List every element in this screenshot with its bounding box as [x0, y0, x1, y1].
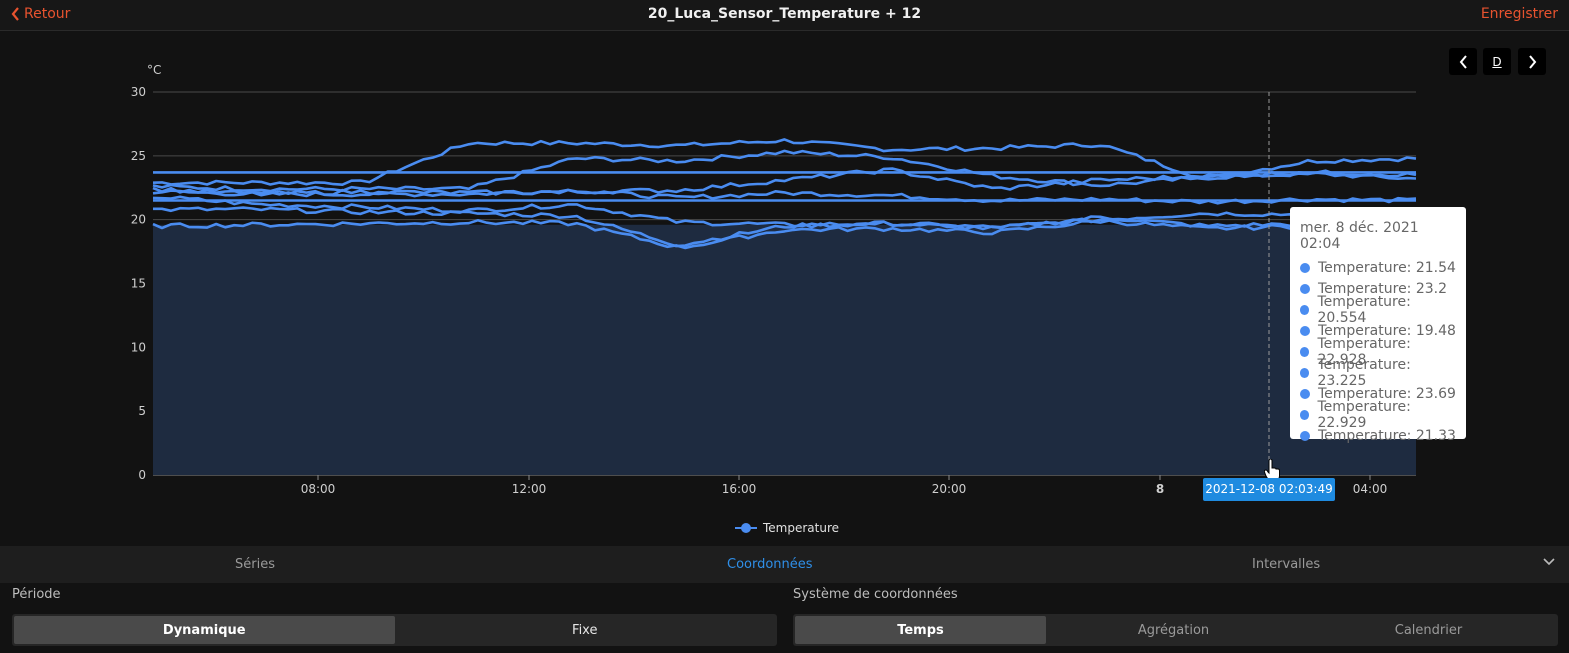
tooltip-value: Temperature: 19.48 [1318, 322, 1456, 339]
tooltip-value: Temperature: 22.928 [1317, 335, 1411, 368]
y-axis-unit: °C [147, 63, 161, 77]
tooltip-value: Temperature: 20.554 [1317, 293, 1411, 326]
y-tick-label: 15 [131, 277, 146, 291]
tooltip-value: Temperature: 23.2 [1318, 280, 1448, 297]
tooltip-row: Temperature: 20.554 [1300, 294, 1456, 326]
coord-option-calendrier[interactable]: Calendrier [1394, 622, 1463, 638]
tab-intervals[interactable]: Intervalles [1252, 557, 1321, 572]
series-line[interactable] [153, 206, 1417, 248]
tooltip-value: Temperature: 23.69 [1318, 385, 1456, 402]
coord-option-temps[interactable]: Temps [795, 616, 1046, 644]
back-button[interactable]: Retour [11, 6, 70, 22]
period-label: Période [12, 587, 61, 602]
legend-marker-icon [735, 523, 757, 533]
series-dot-icon [1300, 346, 1310, 357]
tooltip-value: Temperature: 21.54 [1318, 259, 1456, 276]
series-line[interactable] [152, 167, 1417, 197]
tooltip-row: Temperature: 21.54 [1300, 257, 1456, 278]
cursor-time-label: 2021-12-08 02:03:49 [1203, 478, 1335, 501]
tooltip-row: Temperature: 23.69 [1300, 383, 1456, 404]
tooltip-value: Temperature: 23.225 [1317, 356, 1411, 389]
period-option-dynamique[interactable]: Dynamique [14, 616, 395, 644]
series-dot-icon [1300, 325, 1310, 336]
tooltip-row: Temperature: 23.225 [1300, 357, 1456, 389]
series-line[interactable] [152, 219, 1417, 250]
chevron-left-icon [1459, 54, 1467, 69]
coord-system-segmented-control: Temps Agrégation Calendrier [793, 614, 1558, 646]
tooltip-value: Temperature: 22.929 [1317, 398, 1411, 431]
chart-tooltip: mer. 8 déc. 2021 02:04 Temperature: 21.5… [1290, 207, 1466, 444]
series-dot-icon [1300, 304, 1310, 315]
period-segmented-control: Dynamique Fixe [12, 614, 777, 646]
settings-tabs: Séries Coordonnées Intervalles [0, 546, 1569, 583]
period-option-fixe[interactable]: Fixe [572, 622, 598, 638]
series-dot-icon [1300, 409, 1310, 420]
chart-legend[interactable]: Temperature [735, 521, 839, 535]
legend-label: Temperature [763, 521, 840, 535]
series-dot-icon [1300, 388, 1310, 399]
tooltip-row: Temperature: 23.2 [1300, 278, 1456, 299]
y-tick-label: 0 [138, 468, 146, 482]
x-tick-label: 16:00 [722, 482, 757, 496]
coord-option-agregation[interactable]: Agrégation [1137, 622, 1210, 638]
series-dot-icon [1300, 367, 1310, 378]
x-tick-label: 8 [1156, 482, 1164, 496]
x-tick-label: 08:00 [301, 482, 336, 496]
tooltip-row: Temperature: 22.929 [1300, 399, 1456, 431]
previous-period-button[interactable] [1449, 48, 1477, 75]
tooltip-value: Temperature: 21.33 [1318, 427, 1456, 444]
top-bar: Retour 20_Luca_Sensor_Temperature + 12 E… [0, 0, 1569, 31]
series-dot-icon [1300, 283, 1310, 294]
chevron-left-icon [11, 7, 19, 21]
tooltip-row: Temperature: 22.928 [1300, 336, 1456, 368]
y-tick-label: 20 [131, 213, 146, 227]
series-line[interactable] [152, 149, 1417, 193]
tooltip-title: mer. 8 déc. 2021 02:04 [1300, 220, 1419, 252]
series-line[interactable] [152, 195, 1417, 230]
back-label: Retour [24, 6, 71, 22]
x-tick-label: 12:00 [512, 482, 547, 496]
y-tick-label: 30 [131, 85, 146, 99]
hand-cursor-icon [1264, 459, 1280, 481]
tab-series[interactable]: Séries [235, 557, 275, 572]
coord-system-label: Système de coordonnées [793, 587, 958, 602]
chevron-down-icon[interactable] [1543, 558, 1555, 566]
page-title: 20_Luca_Sensor_Temperature + 12 [647, 6, 922, 22]
tooltip-row: Temperature: 19.48 [1300, 320, 1456, 341]
series-dot-icon [1300, 262, 1310, 273]
x-tick-label: 04:00 [1353, 482, 1388, 496]
y-tick-label: 10 [131, 340, 146, 354]
x-tick-label: 20:00 [932, 482, 967, 496]
period-select-button[interactable]: D [1483, 48, 1511, 75]
series-dot-icon [1300, 430, 1310, 441]
chart-area-fill [153, 224, 1416, 475]
chevron-right-icon [1528, 54, 1536, 69]
tooltip-row: Temperature: 21.33 [1300, 425, 1456, 446]
next-period-button[interactable] [1518, 48, 1546, 75]
y-tick-label: 5 [138, 404, 146, 418]
tab-coordinates[interactable]: Coordonnées [727, 557, 813, 572]
y-tick-label: 25 [131, 149, 146, 163]
save-button[interactable]: Enregistrer [1480, 6, 1558, 22]
